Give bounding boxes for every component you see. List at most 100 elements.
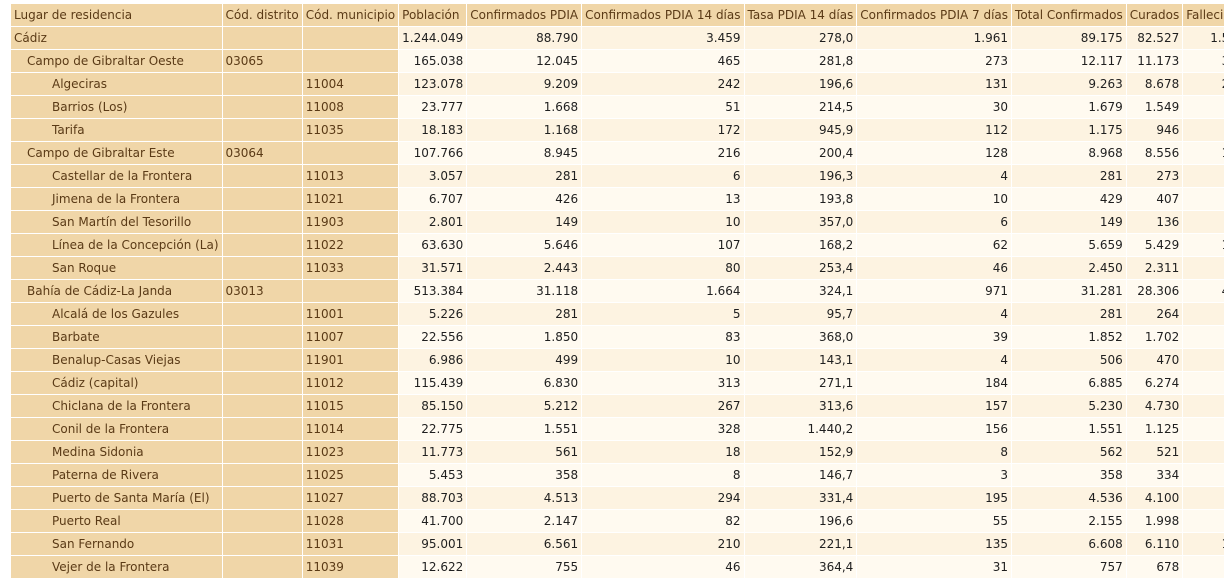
cell-confirmados-14: 3.459 <box>582 27 744 50</box>
cell-municipio: 11012 <box>302 372 398 395</box>
cell-confirmados-pdia: 1.668 <box>467 96 582 119</box>
cell-poblacion: 95.001 <box>399 533 467 556</box>
cell-distrito <box>222 303 302 326</box>
cell-distrito <box>222 418 302 441</box>
col-header-total-confirmados[interactable]: Total Confirmados <box>1012 4 1127 27</box>
cell-fallecidos: 76 <box>1183 96 1224 119</box>
cell-curados: 8.678 <box>1126 73 1182 96</box>
cell-confirmados-pdia: 281 <box>467 303 582 326</box>
cell-confirmados-14: 313 <box>582 372 744 395</box>
cell-tasa-14: 152,9 <box>744 441 857 464</box>
cell-confirmados-14: 18 <box>582 441 744 464</box>
cell-municipio <box>302 27 398 50</box>
col-header-confirmados-14[interactable]: Confirmados PDIA 14 días <box>582 4 744 27</box>
cell-distrito <box>222 533 302 556</box>
cell-confirmados-14: 107 <box>582 234 744 257</box>
cell-confirmados-14: 51 <box>582 96 744 119</box>
cell-confirmados-14: 13 <box>582 188 744 211</box>
cell-tasa-14: 271,1 <box>744 372 857 395</box>
cell-tasa-14: 214,5 <box>744 96 857 119</box>
cell-municipio <box>302 142 398 165</box>
cell-distrito <box>222 510 302 533</box>
cell-municipio: 11004 <box>302 73 398 96</box>
cell-tasa-14: 331,4 <box>744 487 857 510</box>
cell-lugar: Jimena de la Frontera <box>11 188 223 211</box>
cell-lugar: Campo de Gibraltar Este <box>11 142 223 165</box>
cell-total-confirmados: 5.230 <box>1012 395 1127 418</box>
cell-lugar: Puerto Real <box>11 510 223 533</box>
cell-total-confirmados: 2.450 <box>1012 257 1127 280</box>
cell-lugar: Barrios (Los) <box>11 96 223 119</box>
cell-total-confirmados: 506 <box>1012 349 1127 372</box>
cell-confirmados-pdia: 755 <box>467 556 582 579</box>
cell-confirmados-pdia: 1.850 <box>467 326 582 349</box>
cell-poblacion: 3.057 <box>399 165 467 188</box>
col-header-tasa-14[interactable]: Tasa PDIA 14 días <box>744 4 857 27</box>
cell-fallecidos: 25 <box>1183 510 1224 533</box>
cell-confirmados-pdia: 88.790 <box>467 27 582 50</box>
col-header-lugar[interactable]: Lugar de residencia <box>11 4 223 27</box>
cell-confirmados-pdia: 561 <box>467 441 582 464</box>
cell-fallecidos: 2 <box>1183 211 1224 234</box>
col-header-confirmados-pdia[interactable]: Confirmados PDIA <box>467 4 582 27</box>
col-header-municipio[interactable]: Cód. municipio <box>302 4 398 27</box>
cell-tasa-14: 221,1 <box>744 533 857 556</box>
cell-tasa-14: 357,0 <box>744 211 857 234</box>
cell-municipio: 11014 <box>302 418 398 441</box>
cell-fallecidos: 43 <box>1183 487 1224 510</box>
cell-confirmados-14: 80 <box>582 257 744 280</box>
cell-confirmados-14: 1.664 <box>582 280 744 303</box>
cell-distrito: 03013 <box>222 280 302 303</box>
cell-fallecidos: 10 <box>1183 556 1224 579</box>
cell-tasa-14: 278,0 <box>744 27 857 50</box>
cell-confirmados-7: 128 <box>857 142 1012 165</box>
cell-confirmados-7: 55 <box>857 510 1012 533</box>
cell-confirmados-pdia: 358 <box>467 464 582 487</box>
cell-poblacion: 123.078 <box>399 73 467 96</box>
cell-curados: 1.125 <box>1126 418 1182 441</box>
col-header-poblacion[interactable]: Población <box>399 4 467 27</box>
cell-fallecidos: 30 <box>1183 119 1224 142</box>
cell-lugar: Puerto de Santa María (El) <box>11 487 223 510</box>
cell-lugar: Chiclana de la Frontera <box>11 395 223 418</box>
cell-fallecidos: 1.507 <box>1183 27 1224 50</box>
cell-fallecidos: 8 <box>1183 464 1224 487</box>
cell-fallecidos: 409 <box>1183 280 1224 303</box>
cell-confirmados-7: 6 <box>857 211 1012 234</box>
cell-confirmados-pdia: 6.561 <box>467 533 582 556</box>
cell-lugar: Bahía de Cádiz-La Janda <box>11 280 223 303</box>
cell-confirmados-7: 8 <box>857 441 1012 464</box>
cell-confirmados-pdia: 6.830 <box>467 372 582 395</box>
cell-lugar: Alcalá de los Gazules <box>11 303 223 326</box>
cell-tasa-14: 146,7 <box>744 464 857 487</box>
cell-confirmados-pdia: 281 <box>467 165 582 188</box>
cell-total-confirmados: 31.281 <box>1012 280 1127 303</box>
cell-confirmados-14: 172 <box>582 119 744 142</box>
cell-tasa-14: 200,4 <box>744 142 857 165</box>
cell-tasa-14: 324,1 <box>744 280 857 303</box>
cell-confirmados-pdia: 12.045 <box>467 50 582 73</box>
cell-confirmados-14: 294 <box>582 487 744 510</box>
cell-poblacion: 5.453 <box>399 464 467 487</box>
cell-poblacion: 2.801 <box>399 211 467 234</box>
col-header-distrito[interactable]: Cód. distrito <box>222 4 302 27</box>
cell-curados: 1.998 <box>1126 510 1182 533</box>
cell-curados: 946 <box>1126 119 1182 142</box>
col-header-confirmados-7[interactable]: Confirmados PDIA 7 días <box>857 4 1012 27</box>
cell-distrito <box>222 234 302 257</box>
cell-tasa-14: 253,4 <box>744 257 857 280</box>
cell-confirmados-14: 6 <box>582 165 744 188</box>
cell-curados: 6.274 <box>1126 372 1182 395</box>
col-header-curados[interactable]: Curados <box>1126 4 1182 27</box>
cell-municipio: 11035 <box>302 119 398 142</box>
col-header-fallecidos[interactable]: Fallecidos <box>1183 4 1224 27</box>
cell-municipio: 11033 <box>302 257 398 280</box>
cell-poblacion: 12.622 <box>399 556 467 579</box>
